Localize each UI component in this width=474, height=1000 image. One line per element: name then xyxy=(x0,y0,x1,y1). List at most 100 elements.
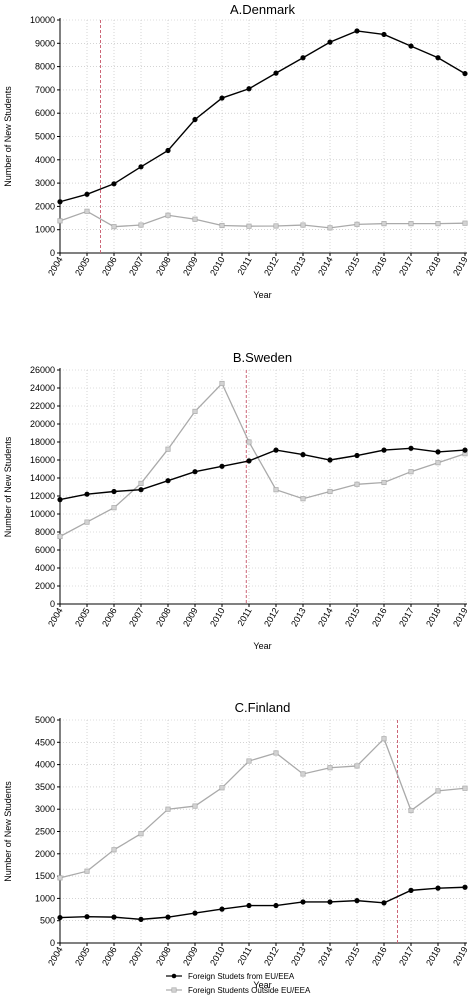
data-point-outside xyxy=(246,758,252,764)
y-tick-label: 12000 xyxy=(30,491,55,501)
data-point-eu xyxy=(435,55,441,61)
series-line-eu xyxy=(59,447,466,501)
y-tick-label: 1500 xyxy=(35,871,55,881)
y-tick-label: 3500 xyxy=(35,782,55,792)
data-point-outside xyxy=(273,487,279,493)
x-tick-label: 2011 xyxy=(235,945,253,967)
x-tick-label: 2016 xyxy=(370,255,389,277)
x-tick-label: 2006 xyxy=(100,606,119,628)
data-point-eu xyxy=(84,191,90,197)
chart-title: B.Sweden xyxy=(233,350,292,365)
x-tick-label: 2010 xyxy=(208,255,227,277)
x-tick-label: 2005 xyxy=(73,945,92,967)
y-tick-label: 4000 xyxy=(35,155,55,165)
data-point-outside xyxy=(354,221,360,227)
x-tick-label: 2004 xyxy=(46,945,65,967)
data-point-outside xyxy=(327,488,333,495)
x-tick-label: 2005 xyxy=(73,255,92,277)
data-point-outside xyxy=(435,221,441,227)
x-tick-label: 2013 xyxy=(289,945,308,967)
data-point-outside xyxy=(138,480,144,486)
data-point-eu xyxy=(246,458,252,464)
x-tick-label: 2014 xyxy=(316,255,335,277)
legend-marker-eu xyxy=(171,973,177,979)
y-tick-label: 5000 xyxy=(35,715,55,725)
data-point-eu xyxy=(138,916,144,922)
data-point-outside xyxy=(219,785,225,791)
data-point-outside xyxy=(300,496,306,502)
data-point-eu xyxy=(111,914,117,920)
data-point-eu xyxy=(381,31,387,38)
x-tick-label: 2014 xyxy=(316,606,335,628)
data-point-eu xyxy=(327,39,333,45)
series-line-eu xyxy=(59,30,466,203)
data-point-eu xyxy=(300,452,306,458)
x-tick-label: 2012 xyxy=(262,255,281,277)
y-tick-label: 2000 xyxy=(35,849,55,859)
y-tick-label: 7000 xyxy=(35,85,55,95)
data-point-eu xyxy=(381,447,387,453)
data-point-outside xyxy=(462,785,468,791)
data-point-eu xyxy=(300,55,306,61)
data-point-eu xyxy=(57,199,63,205)
x-tick-label: 2019 xyxy=(451,945,470,967)
data-point-eu xyxy=(192,469,198,475)
data-point-eu xyxy=(435,449,441,455)
data-point-outside xyxy=(354,481,360,487)
x-tick-label: 2004 xyxy=(46,606,65,628)
y-tick-label: 16000 xyxy=(30,455,55,465)
y-tick-label: 20000 xyxy=(30,419,55,429)
x-tick-label: 2007 xyxy=(127,945,146,967)
y-axis-label: Number of New Students xyxy=(3,86,13,187)
x-tick-label: 2018 xyxy=(424,255,443,277)
data-point-eu xyxy=(165,914,171,920)
data-point-outside xyxy=(435,460,441,466)
data-point-outside xyxy=(192,408,198,414)
series-line-outside xyxy=(59,382,466,538)
data-point-outside xyxy=(138,831,144,837)
data-point-eu xyxy=(246,902,252,909)
legend: Foreign Studets from EU/EEA Foreign Stude… xyxy=(166,972,311,995)
data-point-outside xyxy=(165,806,171,812)
y-tick-label: 10000 xyxy=(30,15,55,25)
data-point-outside xyxy=(57,533,63,540)
data-point-eu xyxy=(300,899,306,905)
x-tick-label: 2004 xyxy=(46,255,65,277)
data-point-eu xyxy=(354,452,360,459)
data-point-eu xyxy=(192,116,198,123)
data-point-outside xyxy=(354,763,360,769)
x-tick-label: 2018 xyxy=(424,606,443,628)
data-point-eu xyxy=(408,887,414,893)
data-point-eu xyxy=(381,900,387,906)
data-point-eu xyxy=(84,491,90,497)
data-point-eu xyxy=(84,914,90,920)
data-point-outside xyxy=(408,469,414,475)
data-point-eu xyxy=(219,95,225,101)
data-point-eu xyxy=(165,478,171,484)
data-point-outside xyxy=(57,218,63,224)
data-point-eu xyxy=(246,86,252,92)
data-point-outside xyxy=(165,212,171,218)
y-tick-label: 22000 xyxy=(30,401,55,411)
y-tick-label: 0 xyxy=(50,938,55,948)
data-point-outside xyxy=(219,380,225,387)
y-tick-label: 0 xyxy=(50,248,55,258)
data-point-eu xyxy=(219,463,225,469)
data-point-outside xyxy=(57,875,63,881)
chart-title: C.Finland xyxy=(235,700,291,715)
legend-label-outside: Foreign Students Outside EU/EEA xyxy=(188,986,311,995)
y-tick-label: 5000 xyxy=(35,132,55,142)
x-tick-label: 2013 xyxy=(289,255,308,277)
y-axis-label: Number of New Students xyxy=(3,781,13,882)
data-point-outside xyxy=(435,788,441,794)
x-tick-label: 2018 xyxy=(424,945,443,967)
x-tick-label: 2019 xyxy=(451,255,470,277)
data-point-outside xyxy=(111,847,117,853)
y-tick-label: 2500 xyxy=(35,827,55,837)
data-point-outside xyxy=(219,222,225,229)
data-point-outside xyxy=(246,223,252,229)
x-tick-label: 2011 xyxy=(235,606,253,628)
data-point-eu xyxy=(192,910,198,916)
data-point-outside xyxy=(300,222,306,228)
data-point-eu xyxy=(273,70,279,76)
